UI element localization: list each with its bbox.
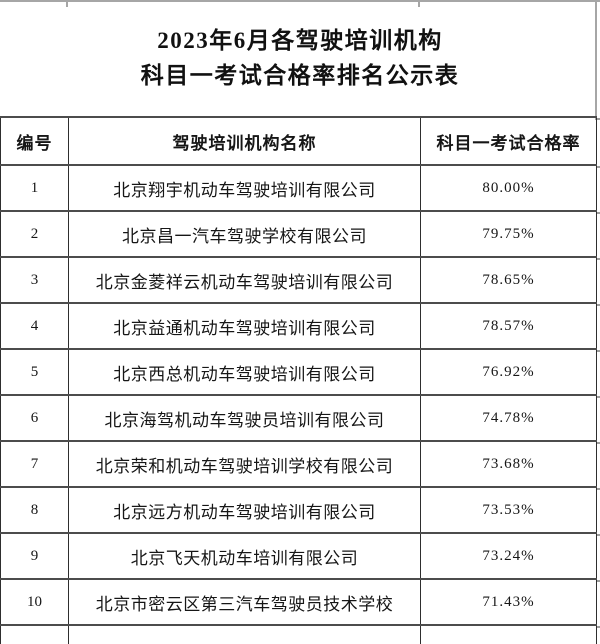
table-row: 9 北京飞天机动车培训有限公司 73.24% — [0, 532, 597, 580]
cell-number: 8 — [0, 486, 69, 534]
cell-pass-rate: 76.92% — [420, 348, 597, 396]
cell-name: 北京金菱祥云机动车驾驶培训有限公司 — [68, 256, 421, 304]
page-title: 2023年6月各驾驶培训机构 科目一考试合格率排名公示表 — [0, 23, 600, 93]
cell-name: 北京益通机动车驾驶培训有限公司 — [68, 302, 421, 350]
cell-name: 北京海驾机动车驾驶员培训有限公司 — [68, 394, 421, 442]
cell-pass-rate: 79.75% — [420, 210, 597, 258]
cell-number: 7 — [0, 440, 69, 488]
pass-rate-ranking-table: 编号 驾驶培训机构名称 科目一考试合格率 1 北京翔宇机动车驾驶培训有限公司 8… — [0, 116, 597, 644]
cropped-top-gridline — [0, 0, 600, 2]
table-row: 4 北京益通机动车驾驶培训有限公司 78.57% — [0, 302, 597, 350]
cell-number: 2 — [0, 210, 69, 258]
cell-name: 北京西总机动车驾驶培训有限公司 — [68, 348, 421, 396]
table-row: 5 北京西总机动车驾驶培训有限公司 76.92% — [0, 348, 597, 396]
cropped-right-gridline — [595, 0, 597, 120]
cell-name: 北京远方机动车驾驶培训有限公司 — [68, 486, 421, 534]
header-cell-number: 编号 — [0, 116, 69, 166]
table-header-row: 编号 驾驶培训机构名称 科目一考试合格率 — [0, 116, 597, 166]
cropped-column-tick — [418, 0, 420, 7]
cell-pass-rate: 78.57% — [420, 302, 597, 350]
cell-pass-rate: 71.43% — [420, 578, 597, 626]
table-body: 1 北京翔宇机动车驾驶培训有限公司 80.00% 2 北京昌一汽车驾驶学校有限公… — [0, 164, 597, 626]
cropped-right-gridline — [597, 166, 600, 634]
cell-pass-rate: 73.68% — [420, 440, 597, 488]
cell-pass-rate: 78.65% — [420, 256, 597, 304]
cropped-column-tick — [66, 0, 68, 7]
cell-pass-rate: 74.78% — [420, 394, 597, 442]
cell-number: 9 — [0, 532, 69, 580]
cell-name: 北京荣和机动车驾驶培训学校有限公司 — [68, 440, 421, 488]
cell-number: 5 — [0, 348, 69, 396]
table-row: 10 北京市密云区第三汽车驾驶员技术学校 71.43% — [0, 578, 597, 626]
table-row: 7 北京荣和机动车驾驶培训学校有限公司 73.68% — [0, 440, 597, 488]
cell-number: 3 — [0, 256, 69, 304]
cell-name: 北京飞天机动车培训有限公司 — [68, 532, 421, 580]
cell-pass-rate: 73.53% — [420, 486, 597, 534]
page-title-line2: 科目一考试合格率排名公示表 — [140, 63, 460, 88]
table-row: 2 北京昌一汽车驾驶学校有限公司 79.75% — [0, 210, 597, 258]
table-row: 1 北京翔宇机动车驾驶培训有限公司 80.00% — [0, 164, 597, 212]
cell-number: 10 — [0, 578, 69, 626]
cell-pass-rate: 73.24% — [420, 532, 597, 580]
cell-number: 6 — [0, 394, 69, 442]
table-row: 6 北京海驾机动车驾驶员培训有限公司 74.78% — [0, 394, 597, 442]
cell-number: 4 — [0, 302, 69, 350]
cell-name: 北京市密云区第三汽车驾驶员技术学校 — [68, 578, 421, 626]
table-row: 3 北京金菱祥云机动车驾驶培训有限公司 78.65% — [0, 256, 597, 304]
header-cell-name: 驾驶培训机构名称 — [68, 116, 421, 166]
cell-number: 1 — [0, 164, 69, 212]
cell-name: 北京昌一汽车驾驶学校有限公司 — [68, 210, 421, 258]
table-row-cropped — [0, 624, 597, 644]
page-title-line1: 2023年6月各驾驶培训机构 — [157, 28, 443, 53]
cell-pass-rate: 80.00% — [420, 164, 597, 212]
table-row: 8 北京远方机动车驾驶培训有限公司 73.53% — [0, 486, 597, 534]
cropped-right-gridline — [596, 118, 600, 120]
header-cell-pass-rate: 科目一考试合格率 — [420, 116, 597, 166]
cell-name: 北京翔宇机动车驾驶培训有限公司 — [68, 164, 421, 212]
